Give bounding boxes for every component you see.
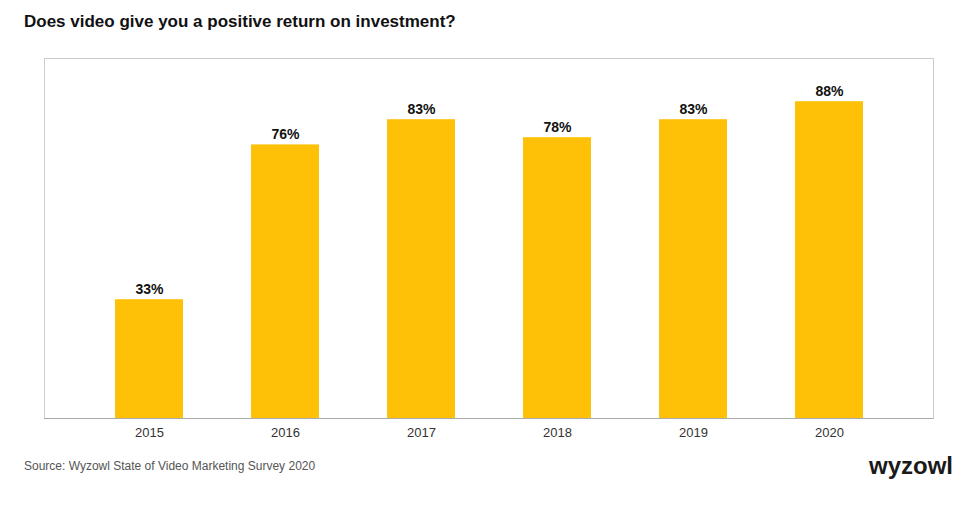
html-text:Source: Wyzowl State of Video: Source: Wyzowl State of Video Marketing …: [24, 459, 316, 473]
svg-text:33%: 33%: [135, 281, 164, 297]
svg-text:2020: 2020: [815, 425, 844, 440]
svg-text:83%: 83%: [407, 101, 436, 117]
html-text:Does video give you a positive: Does video give you a positive return on…: [24, 12, 456, 31]
svg-text:2018: 2018: [543, 425, 572, 440]
svg-text:88%: 88%: [815, 83, 844, 99]
svg-text:2016: 2016: [271, 425, 300, 440]
svg-text:76%: 76%: [271, 126, 300, 142]
html-text:wyzowl: wyzowl: [869, 452, 953, 479]
svg-text:2017: 2017: [407, 425, 436, 440]
svg-text:83%: 83%: [679, 101, 708, 117]
svg-text:2019: 2019: [679, 425, 708, 440]
svg-text:78%: 78%: [543, 119, 572, 135]
svg-text:2015: 2015: [135, 425, 164, 440]
